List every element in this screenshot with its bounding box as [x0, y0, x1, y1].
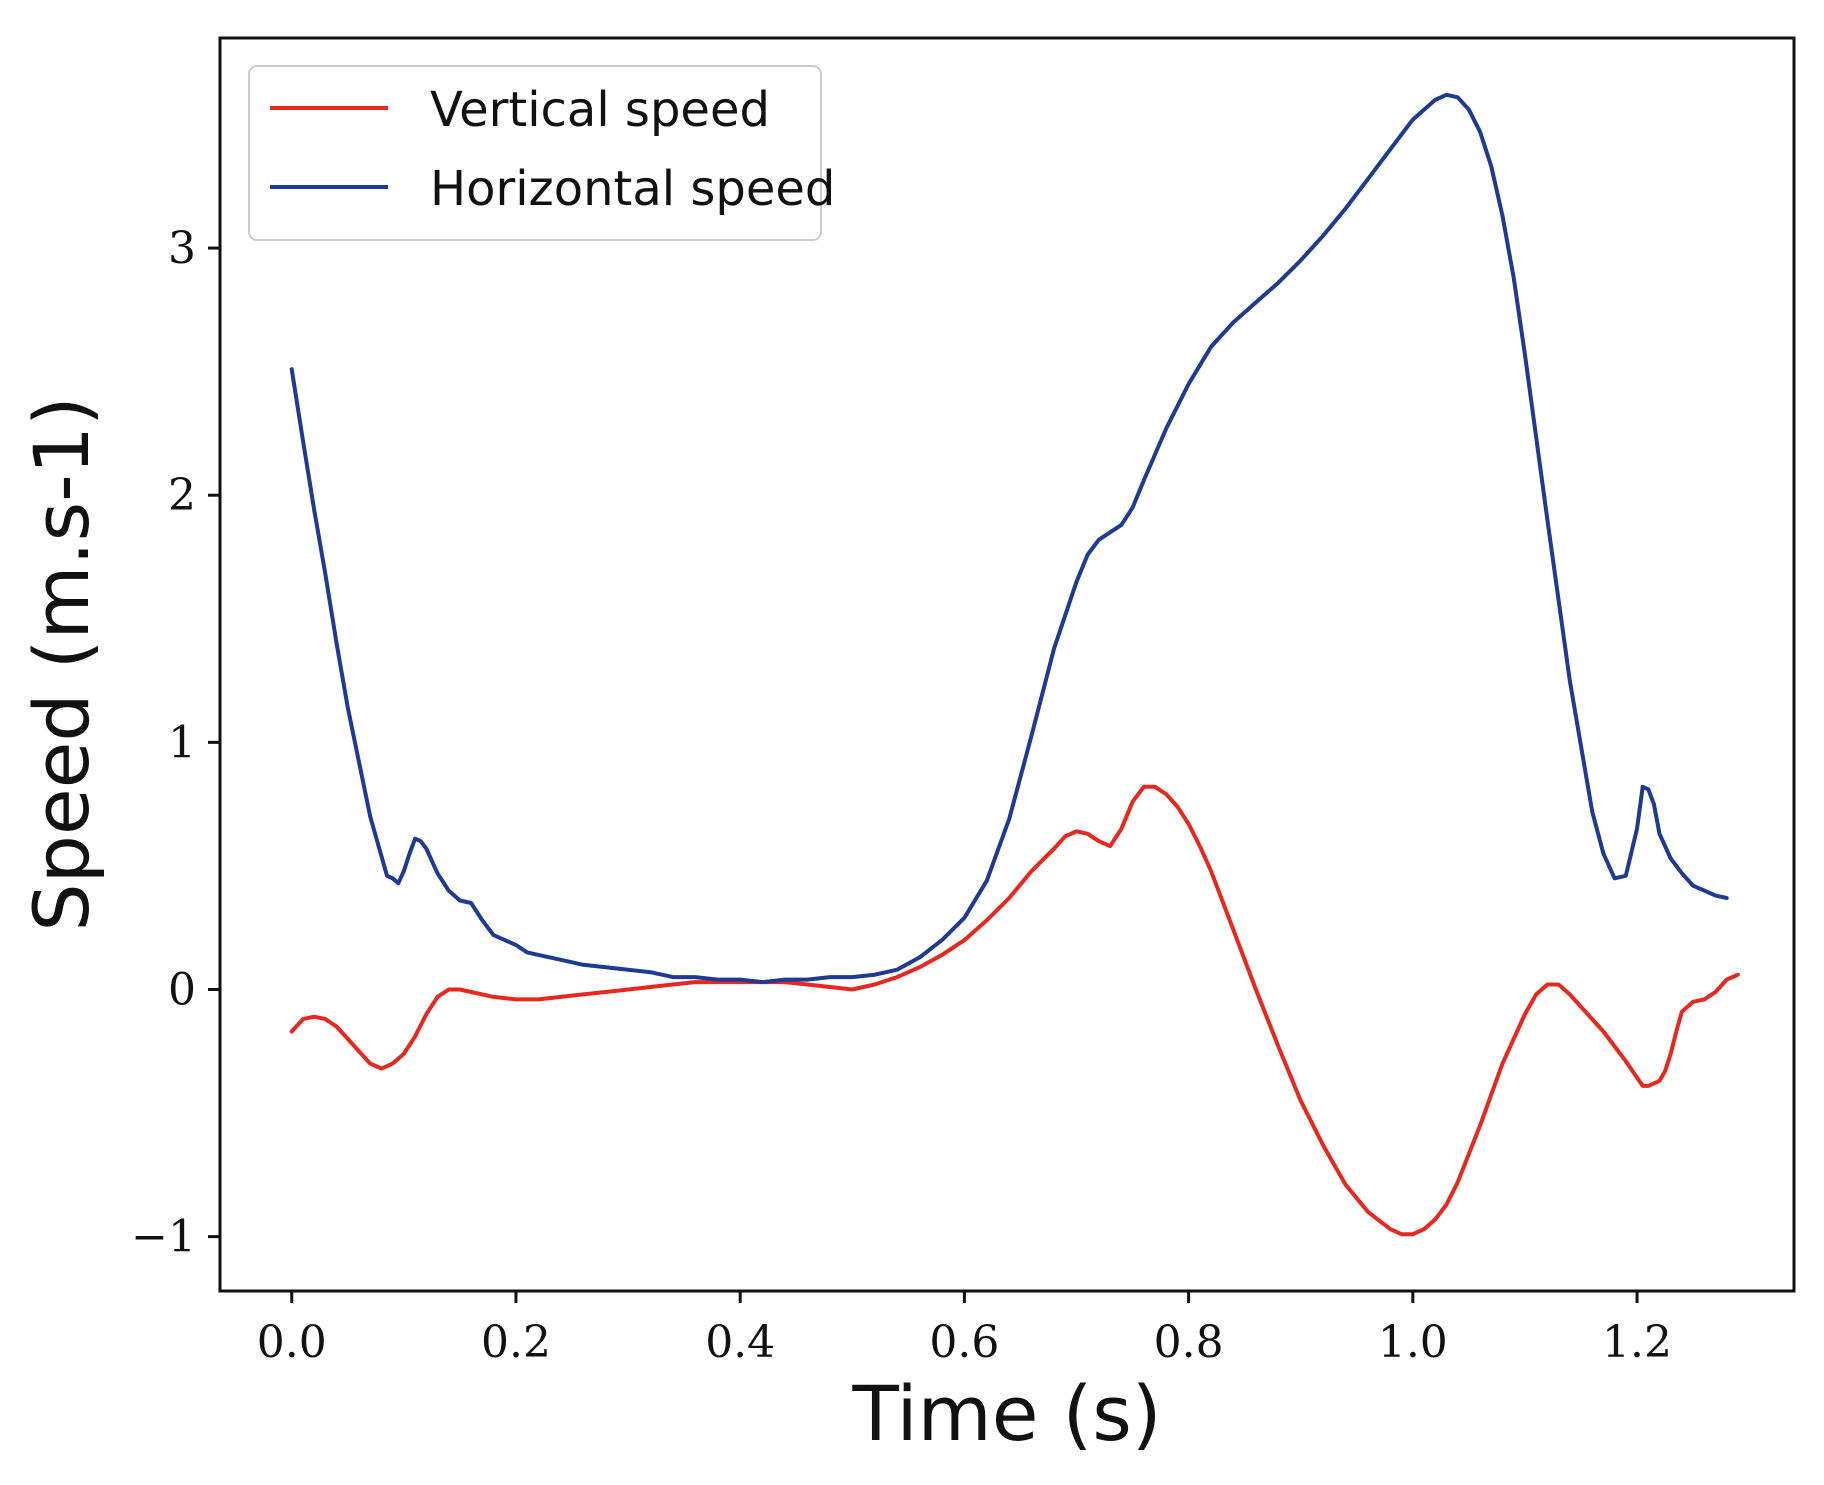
x-tick-label: 1.2 [1602, 1317, 1672, 1368]
y-tick-label: 1 [168, 717, 196, 768]
legend-label-vertical-speed: Vertical speed [430, 82, 770, 138]
series-line-vertical-speed [289, 784, 1740, 1237]
x-axis-label: Time (s) [851, 1369, 1161, 1458]
x-tick-label: 0.6 [929, 1317, 999, 1368]
y-tick-label: 2 [168, 470, 196, 521]
x-tick-label: 0.4 [705, 1317, 775, 1368]
legend: Vertical speed Horizontal speed [248, 65, 835, 241]
y-tick-label: 3 [168, 223, 196, 274]
legend-label-horizontal-speed: Horizontal speed [430, 161, 835, 217]
x-tick-label: 0.0 [257, 1317, 327, 1368]
x-axis-ticks: 0.0 0.2 0.4 0.6 0.8 1.0 1.2 [257, 1291, 1672, 1368]
x-tick-label: 0.8 [1154, 1317, 1224, 1368]
y-axis-ticks: −1 0 1 2 3 [131, 223, 220, 1263]
y-tick-label: −1 [131, 1212, 196, 1263]
legend-box [248, 65, 822, 241]
y-axis-label: Speed (m.s-1) [17, 396, 106, 931]
plot-layer [289, 92, 1740, 1237]
y-tick-label: 0 [168, 964, 196, 1015]
x-tick-label: 0.2 [481, 1317, 551, 1368]
x-tick-label: 1.0 [1378, 1317, 1448, 1368]
plot-frame [218, 36, 1796, 1293]
series-line-horizontal-speed [289, 92, 1729, 985]
